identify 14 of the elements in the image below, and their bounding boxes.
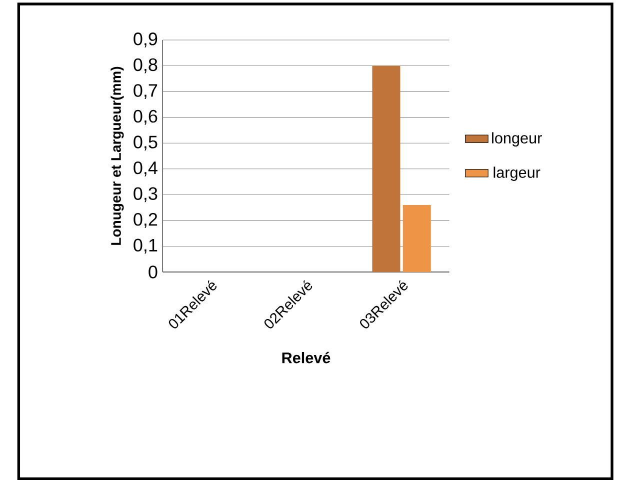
y-axis-title: Lonugeur et Largueur(mm) bbox=[110, 66, 124, 245]
y-tick-label: 0 bbox=[148, 266, 158, 278]
legend-label: largeur bbox=[494, 166, 540, 181]
y-tick-label: 0,4 bbox=[134, 161, 158, 176]
y-tick-label: 0,9 bbox=[134, 32, 158, 48]
legend-label: longeur bbox=[492, 132, 542, 147]
y-tick-label: 0,5 bbox=[134, 136, 158, 151]
x-axis-title: Relevé bbox=[282, 352, 330, 364]
y-tick-label: 0,3 bbox=[134, 187, 158, 202]
y-tick-label: 0,8 bbox=[134, 58, 158, 74]
y-tick-label: 0,6 bbox=[134, 110, 158, 125]
y-tick-label: 0,2 bbox=[134, 213, 158, 228]
y-tick-label: 0,7 bbox=[134, 84, 158, 99]
y-tick-label: 0,1 bbox=[134, 238, 158, 254]
